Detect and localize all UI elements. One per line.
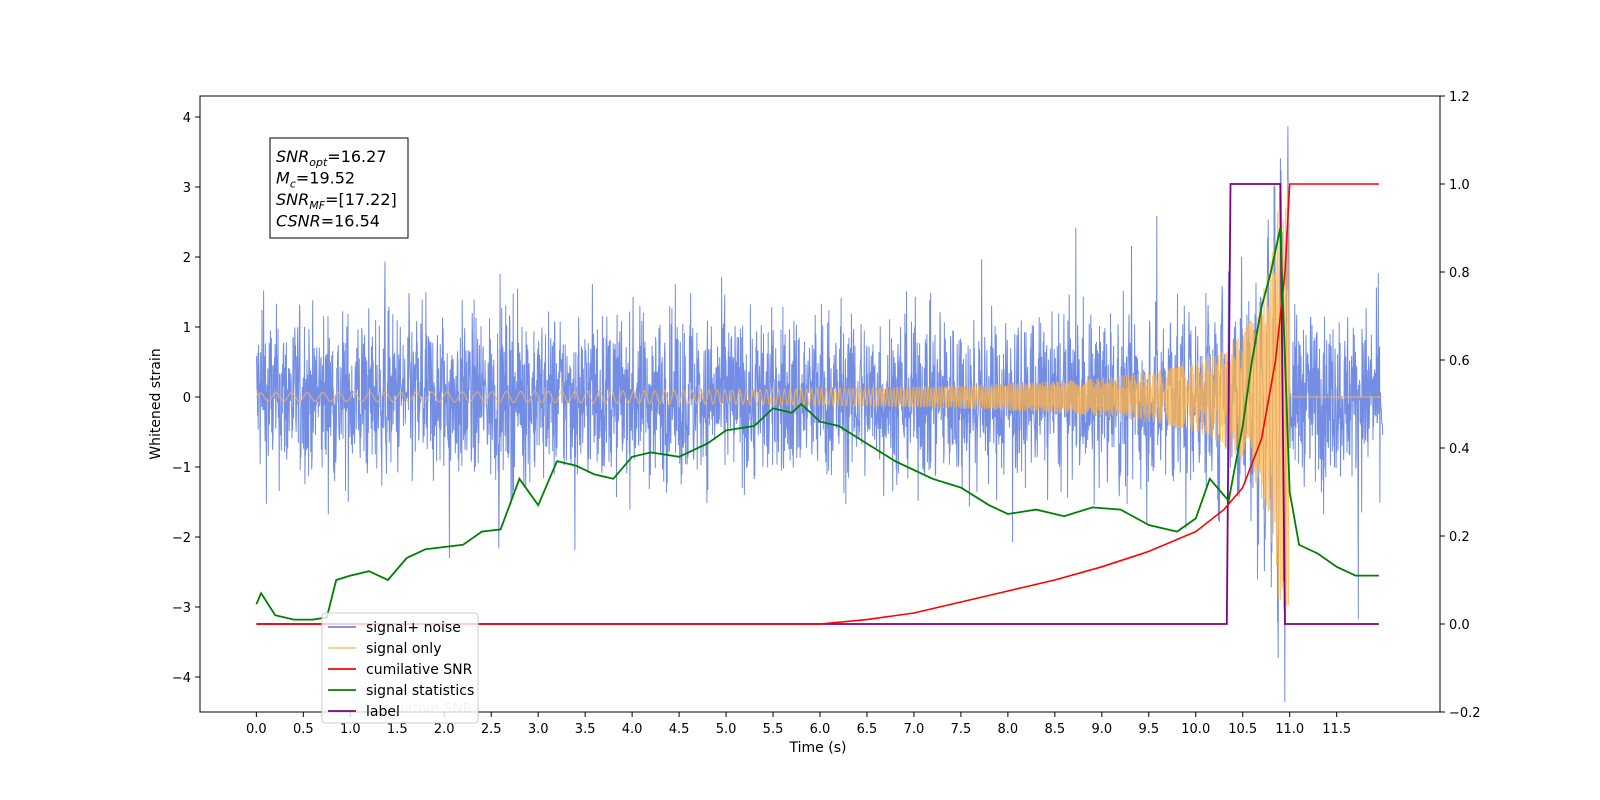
x-tick-label: 10.0 [1181, 722, 1210, 737]
series-label [256, 183, 1379, 625]
x-tick-label: 9.0 [1091, 722, 1112, 737]
y2-tick-label: 1.2 [1449, 90, 1470, 105]
x-tick-label: 5.5 [763, 722, 784, 737]
x-tick-label: 9.5 [1138, 722, 1159, 737]
x-tick-label: 1.5 [387, 722, 408, 737]
y-tick-label: −4 [172, 671, 191, 686]
legend-entry: label [366, 704, 400, 720]
series-signal-noise [255, 126, 1384, 703]
annotation-line: SNRopt=16.27 [276, 147, 387, 169]
legend-entry: signal statistics [366, 683, 474, 699]
y-tick-label: 0 [183, 391, 191, 406]
y-tick-label: 3 [183, 181, 191, 196]
x-tick-label: 11.5 [1322, 722, 1351, 737]
legend-entry: signal only [366, 641, 441, 657]
y-tick-label: 2 [183, 251, 191, 266]
x-axis-label: Time (s) [789, 740, 847, 756]
y2-tick-label: 0.2 [1449, 530, 1470, 545]
x-tick-label: 4.0 [622, 722, 643, 737]
series-signal-only [255, 179, 1383, 606]
x-tick-label: 3.5 [575, 722, 596, 737]
y2-tick-label: 1.0 [1449, 178, 1470, 193]
y-axis-right: 1.2 1.0 0.8 0.6 0.4 0.2 0.0 −0.2 [1440, 90, 1481, 721]
y-axis-label: Whitened strain [148, 348, 164, 459]
x-tick-label: 6.0 [810, 722, 831, 737]
x-tick-label: 2.5 [481, 722, 502, 737]
x-axis: 0.0 0.5 1.0 1.5 2.0 2.5 3.0 3.5 4.0 4.5 5.0 5.5 6.0 6… [246, 712, 1351, 737]
legend-entry: signal+ noise [366, 620, 461, 636]
series-layer [255, 126, 1384, 703]
x-tick-label: 10.5 [1228, 722, 1257, 737]
annotation-frame [269, 137, 409, 239]
y2-tick-label: −0.2 [1449, 706, 1481, 721]
x-tick-label: 0.0 [246, 722, 267, 737]
x-tick-label: 1.0 [340, 722, 361, 737]
x-tick-label: 5.0 [716, 722, 737, 737]
x-tick-label: 7.5 [951, 722, 972, 737]
x-tick-label: 4.5 [669, 722, 690, 737]
y2-tick-label: 0.6 [1449, 354, 1470, 369]
series-signal-statistics [255, 227, 1379, 621]
x-tick-label: 2.0 [434, 722, 455, 737]
y-tick-label: −3 [172, 601, 191, 616]
x-tick-label: 3.0 [528, 722, 549, 737]
annotation-line: CSNR=16.54 [276, 212, 380, 231]
legend-frame [321, 612, 479, 724]
x-tick-label: 8.5 [1045, 722, 1066, 737]
y-tick-label: 1 [183, 321, 191, 336]
x-tick-label: 8.0 [998, 722, 1019, 737]
annotation-line: Mc=19.52 [276, 169, 355, 191]
y-tick-label: 4 [183, 111, 191, 126]
legend-entry: cumilative SNR [366, 662, 473, 678]
y-tick-label: −1 [172, 461, 191, 476]
y-axis-left: 4 3 2 1 0 −1 −2 −3 −4 [172, 111, 200, 686]
y2-tick-label: 0.8 [1449, 266, 1470, 281]
x-tick-label: 6.5 [857, 722, 878, 737]
snr-annotation-box: SNRopt=16.27Mc=19.52SNRMF=[17.22]CSNR=16… [269, 137, 409, 239]
y2-tick-label: 0.0 [1449, 618, 1470, 633]
x-tick-label: 7.0 [904, 722, 925, 737]
annotation-line: SNRMF=[17.22] [276, 190, 397, 212]
x-tick-label: 11.0 [1275, 722, 1304, 737]
y2-tick-label: 0.4 [1449, 442, 1470, 457]
series-cumulative-snr [256, 183, 1379, 625]
y-tick-label: −2 [172, 531, 191, 546]
x-tick-label: 0.5 [293, 722, 314, 737]
